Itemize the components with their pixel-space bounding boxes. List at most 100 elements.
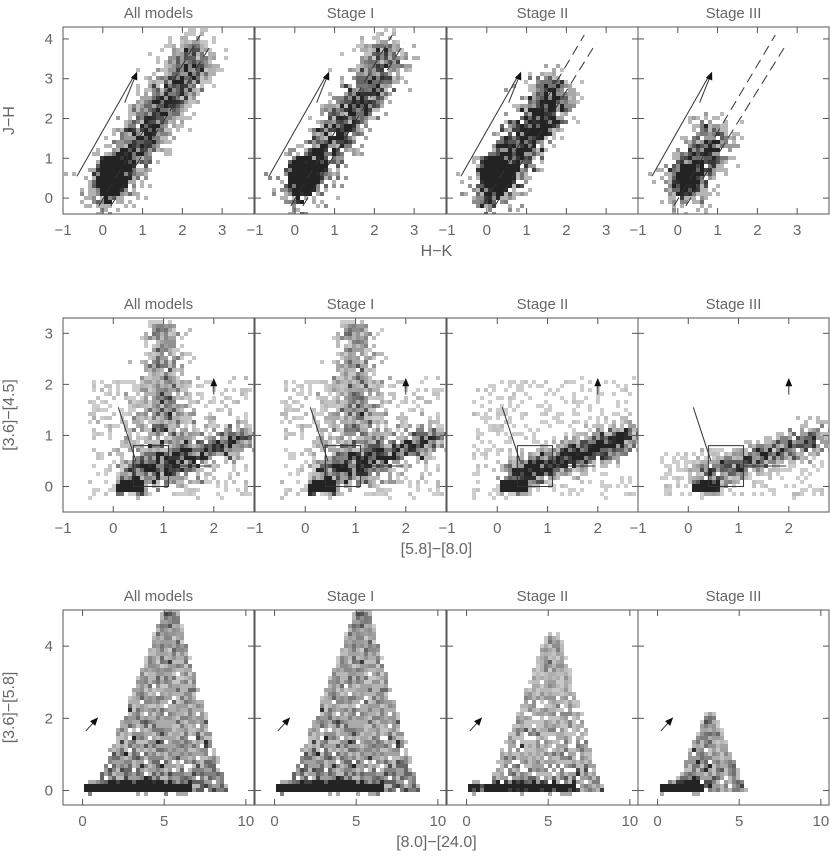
dashed-line-1 [290, 34, 393, 207]
panel-frame [62, 609, 255, 806]
density-cloud [64, 28, 228, 214]
panel-frame [62, 26, 255, 215]
x-tick-label: 1 [543, 520, 551, 537]
panel-title: Stage I [327, 296, 375, 313]
arrow-head [90, 717, 99, 726]
reddening-line [460, 74, 520, 177]
arrow-head [402, 377, 410, 387]
ticks [638, 610, 829, 805]
x-tick-label: 3 [602, 222, 610, 239]
dashed-line-1 [482, 34, 585, 207]
reddening-line [76, 74, 136, 177]
overlay-lines [692, 377, 793, 487]
ticks [62, 318, 254, 512]
overlay-lines [85, 717, 99, 732]
x-tick-label: −1 [438, 520, 455, 537]
x-tick-label: 2 [178, 222, 186, 239]
chart-row-3: 0 5 10 All models 0 5 10 Stage I 0 5 10 Stage II 0 5 1… [1, 588, 830, 851]
x-tick-label: 3 [410, 222, 418, 239]
panel-title: Stage II [517, 296, 569, 313]
dashed-line-1 [98, 34, 201, 207]
ticks [254, 27, 446, 214]
x-tick-label: 10 [429, 813, 446, 830]
x-tick-label: 5 [352, 813, 360, 830]
y-tick-label: 3 [45, 71, 53, 88]
x-tick-label: 5 [160, 813, 168, 830]
x-tick-label: −1 [629, 520, 646, 537]
panel-2-1: −1 0 1 2 All models [54, 296, 255, 537]
dashed-line-1 [673, 34, 776, 207]
arrow-head [665, 717, 674, 726]
y-tick-label: 1 [45, 150, 53, 167]
slanted-line [117, 407, 137, 462]
ticks [63, 610, 254, 805]
y-tick-label: 2 [45, 710, 53, 727]
dashed-line-2 [110, 42, 213, 207]
x-tick-label: −1 [54, 520, 71, 537]
arrow-head [282, 717, 291, 726]
x-tick-label: 0 [109, 520, 117, 537]
density-cloud [456, 64, 584, 214]
x-tick-label: 5 [544, 813, 552, 830]
density-cloud [84, 610, 228, 796]
x-tick-label: 1 [351, 520, 359, 537]
density-cloud [264, 28, 420, 214]
panel-title: Stage I [327, 588, 375, 605]
overlay-lines [117, 377, 218, 487]
panel-frame [62, 317, 255, 513]
y-axis-label: [3.6]−[5.8] [1, 672, 18, 744]
arrow-head [514, 71, 522, 81]
panel-1-1: −1 0 1 2 3 All models [54, 5, 255, 239]
x-tick-label: 0 [462, 813, 470, 830]
ticks [446, 27, 638, 214]
arrow-head [130, 71, 138, 81]
x-tick-label: 3 [793, 222, 801, 239]
x-tick-label: 0 [483, 222, 491, 239]
arrow-head [474, 717, 483, 726]
x-tick-label: 0 [674, 222, 682, 239]
y-tick-label: 4 [45, 31, 53, 48]
x-tick-label: 0 [270, 813, 278, 830]
y-axis-label: [3.6]−[4.5] [1, 379, 18, 451]
x-axis-label: [5.8]−[8.0] [401, 541, 473, 558]
y-tick-label: 0 [45, 478, 53, 495]
x-tick-label: 1 [159, 520, 167, 537]
selection-box [324, 445, 362, 487]
overlay-lines [469, 717, 483, 732]
overlay-lines [660, 717, 674, 732]
density-cloud [280, 320, 446, 500]
panel-frame [637, 317, 830, 513]
dashed-line-2 [302, 42, 405, 207]
overlay-lines [460, 34, 597, 207]
dashed-line-2 [494, 42, 597, 207]
arrow-head [594, 377, 602, 387]
panel-title: Stage III [706, 296, 762, 313]
panel-title: Stage II [517, 5, 569, 22]
density-cloud [472, 376, 638, 500]
panel-title: Stage III [706, 5, 762, 22]
panel-1-2: −1 0 1 2 3 Stage I [246, 5, 447, 239]
panel-frame [254, 609, 447, 806]
x-tick-label: 0 [301, 520, 309, 537]
y-tick-label: 4 [45, 638, 53, 655]
overlay-lines [309, 377, 410, 487]
y-tick-label: 3 [45, 325, 53, 342]
reddening-line [651, 74, 711, 177]
y-tick-label: 2 [45, 376, 53, 393]
arrow-head [785, 377, 793, 387]
x-tick-label: 2 [594, 520, 602, 537]
ticks [254, 318, 446, 512]
overlay-lines [76, 34, 213, 207]
panel-frame [637, 609, 830, 806]
panel-title: Stage I [327, 5, 375, 22]
density-cloud [660, 712, 748, 796]
arrow-head [322, 71, 330, 81]
x-tick-label: 2 [210, 520, 218, 537]
panel-1-4: −1 0 1 2 3 Stage III [629, 5, 830, 239]
reddening-line [268, 74, 328, 177]
x-axis-label: [8.0]−[24.0] [396, 834, 477, 851]
x-tick-label: 2 [370, 222, 378, 239]
x-tick-label: 2 [785, 520, 793, 537]
